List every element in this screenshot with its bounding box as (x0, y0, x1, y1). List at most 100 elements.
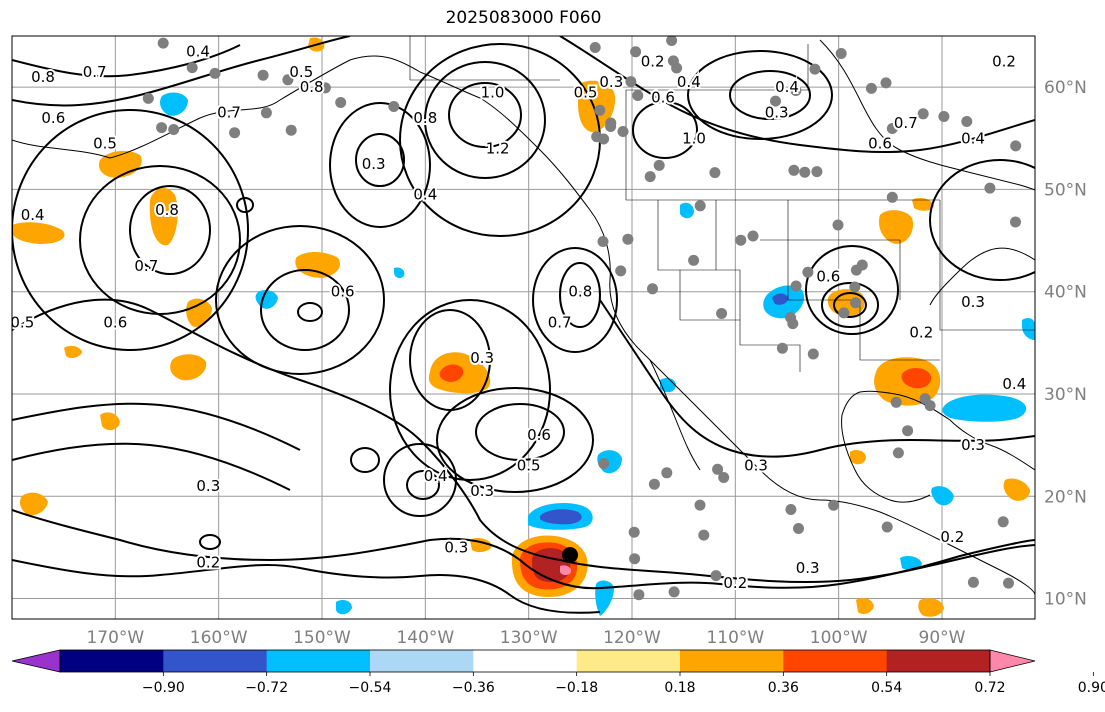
station-dot (630, 46, 642, 58)
station-dot (967, 576, 979, 588)
station-dot (688, 254, 700, 266)
contour (129, 185, 211, 275)
station-dot (785, 504, 797, 515)
shade-positive (918, 598, 944, 617)
lon-tick-label: 110°W (706, 628, 764, 648)
station-dot (597, 236, 609, 247)
station-dot (1010, 216, 1021, 228)
station-dot (598, 133, 610, 145)
station-dot (605, 117, 617, 129)
station-dot (881, 521, 893, 533)
contour (329, 102, 431, 228)
contour-label: 0.7 (548, 313, 572, 331)
lon-tick-label: 140°W (396, 628, 454, 648)
lon-tick-label: 90°W (919, 628, 966, 648)
station-dot (622, 233, 634, 245)
contour (436, 387, 594, 493)
station-dot (648, 478, 660, 490)
contour (532, 247, 618, 353)
station-dot (886, 191, 898, 203)
lon-tick-label: 130°W (500, 628, 558, 648)
map-frame (12, 36, 1035, 619)
border (409, 36, 560, 81)
map-border (11, 35, 1036, 620)
shade-negative (942, 394, 1027, 422)
contour (406, 470, 440, 500)
contour (350, 447, 380, 473)
contour (12, 44, 241, 78)
contour-label: 0.2 (940, 528, 964, 546)
station-dot (856, 259, 868, 271)
contour-label: 0.6 (41, 109, 65, 127)
colorbar-tick-label: −0.72 (245, 680, 288, 696)
station-dot (617, 126, 629, 137)
station-dot (625, 76, 637, 88)
station-markers (142, 36, 1022, 601)
contour-label: 0.2 (641, 53, 665, 71)
contour-label: 0.4 (1002, 375, 1026, 393)
lat-tick-label: 20°N (1044, 487, 1087, 507)
contour-label: 0.4 (424, 467, 448, 485)
station-dot (709, 167, 721, 179)
shade-positive (149, 187, 178, 246)
contour-label: 0.4 (186, 42, 210, 60)
shade-positive (64, 345, 82, 359)
contour (12, 559, 601, 614)
station-dot (850, 297, 862, 309)
station-dot (229, 127, 241, 139)
contour (448, 82, 522, 148)
station-dot (285, 124, 297, 136)
map-area: 0.8 0.70.60.50.40.40.50.70.80.80.70.60.60… (12, 36, 1035, 619)
contour-label: 0.7 (894, 114, 918, 132)
contour-label: 0.3 (961, 436, 985, 454)
colorbar-tick-label: −0.54 (349, 680, 392, 696)
colorbar: −0.90 −0.72 −0.54 −0.36 −0.18 0.18 0.36 0.54 0.7… (11, 649, 1105, 696)
station-dot (919, 393, 931, 405)
station-dot (668, 586, 680, 598)
contour-label: 0.8 (155, 201, 179, 219)
station-dot (632, 90, 644, 101)
contour-label: 0.5 (574, 83, 598, 101)
station-dot (902, 425, 914, 437)
contour-label: 0.6 (103, 313, 127, 331)
contour (424, 61, 546, 179)
contour-label: 0.2 (723, 574, 747, 592)
shade-negative (540, 509, 582, 525)
contour-label: 0.6 (331, 283, 355, 301)
station-dot (838, 307, 850, 319)
border (859, 300, 940, 361)
station-dot (811, 166, 823, 178)
colorbar-tick-label: 0.54 (871, 680, 902, 696)
contour (199, 534, 221, 550)
station-dot (156, 122, 168, 134)
contour-label: 0.2 (196, 554, 220, 572)
station-dot (615, 265, 627, 277)
station-dot (790, 280, 802, 292)
contour-label: 0.7 (217, 104, 241, 122)
colorbar-segment (370, 650, 474, 672)
coastline (841, 390, 1035, 503)
station-dot (735, 234, 747, 246)
station-dot (849, 281, 861, 293)
contour-label: 0.5 (517, 457, 541, 475)
contour-label: 0.3 (470, 482, 494, 500)
contour-label: 0.8 (300, 78, 324, 96)
border (657, 200, 801, 372)
lon-tick-label: 100°W (810, 628, 868, 648)
station-dot (828, 499, 840, 511)
colorbar-tick-label: −0.90 (142, 680, 185, 696)
station-dot (633, 589, 645, 601)
lon-tick-label: 120°W (603, 628, 661, 648)
colorbar-segment (473, 650, 578, 672)
shade-positive (100, 412, 120, 431)
contour (260, 269, 350, 351)
contour (821, 282, 879, 328)
border (626, 44, 809, 91)
station-dot (589, 42, 601, 53)
contour-label: 1.0 (682, 129, 706, 147)
contour-label: 0.4 (21, 206, 45, 224)
colorbar-outline (59, 649, 991, 673)
shade-negative (336, 600, 352, 615)
station-dot (598, 458, 610, 469)
station-dot (747, 230, 759, 242)
